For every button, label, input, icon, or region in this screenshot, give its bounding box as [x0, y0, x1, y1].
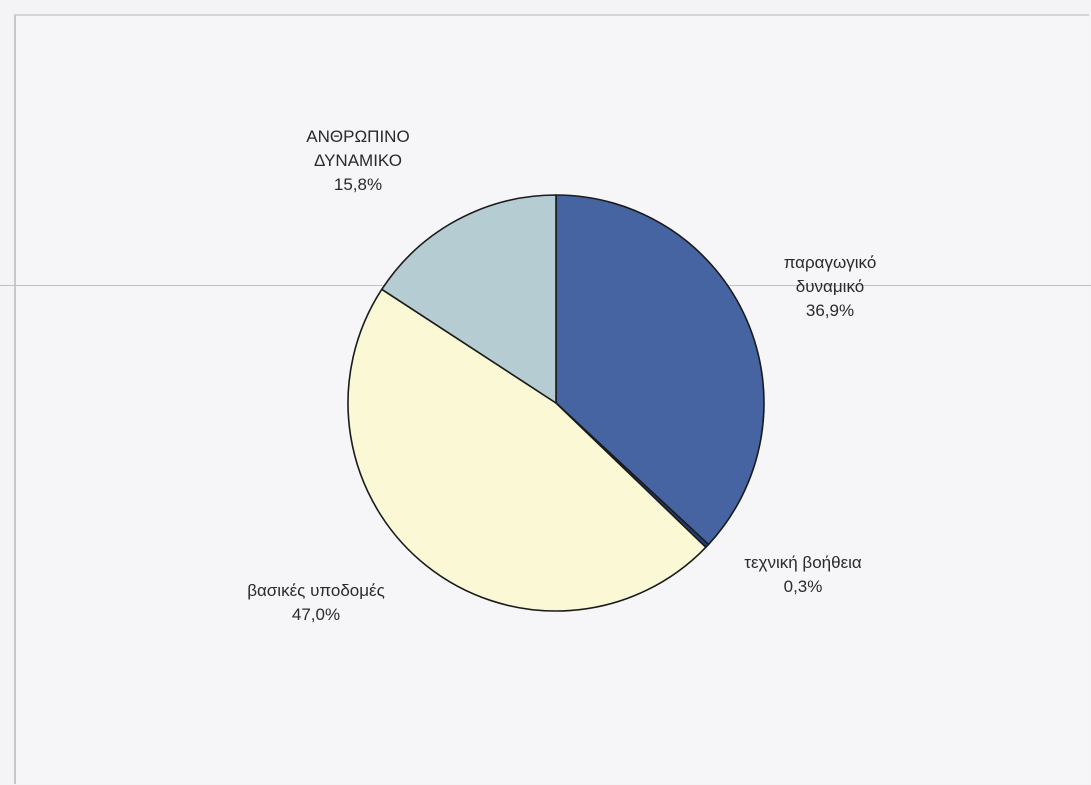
slice-label-3: βασικές υποδομές 47,0% — [247, 581, 385, 624]
slice-label-line: βασικές υποδομές — [247, 581, 385, 600]
pie-slices — [347, 194, 765, 612]
slice-label-1: παραγωγικό δυναμικό 36,9% — [784, 253, 877, 320]
slice-label-line: τεχνική βοήθεια — [744, 553, 862, 572]
pie-slice-3 — [347, 288, 707, 612]
slice-label-line: ΔΥΝΑΜΙΚΟ — [314, 151, 402, 170]
slice-labels: παραγωγικό δυναμικό 36,9% τεχνική βοήθεια 0,… — [247, 127, 876, 624]
slice-percent-1: 36,9% — [806, 301, 854, 320]
slice-label-2: τεχνική βοήθεια 0,3% — [744, 553, 862, 596]
slice-label-4: ΑΝΘΡΩΠΙΝΟ ΔΥΝΑΜΙΚΟ 15,8% — [306, 127, 409, 194]
slice-label-line: δυναμικό — [796, 277, 864, 296]
slice-label-line: ΑΝΘΡΩΠΙΝΟ — [306, 127, 409, 146]
slice-percent-4: 15,8% — [334, 175, 382, 194]
slice-percent-2: 0,3% — [784, 577, 823, 596]
pie-slice-4 — [380, 194, 557, 404]
slice-label-line: παραγωγικό — [784, 253, 877, 272]
pie-slice-1 — [555, 194, 765, 546]
slice-percent-3: 47,0% — [292, 605, 340, 624]
